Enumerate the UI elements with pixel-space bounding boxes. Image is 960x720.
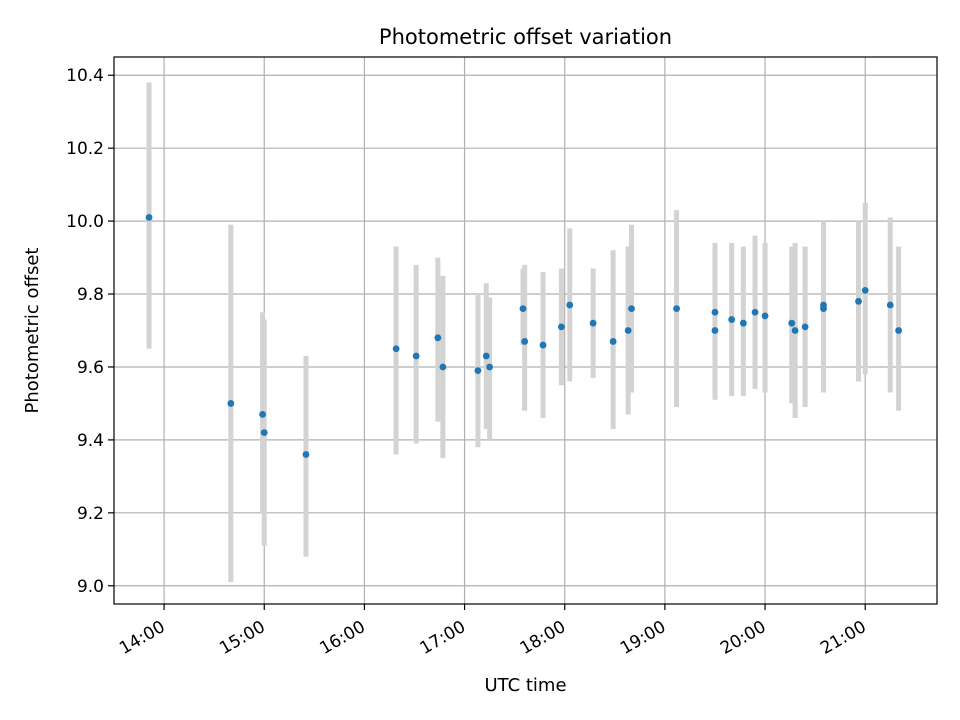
y-tick-label: 9.0 bbox=[77, 577, 104, 597]
data-point bbox=[711, 327, 719, 334]
data-point bbox=[434, 334, 442, 342]
y-tick-label: 9.8 bbox=[77, 285, 104, 305]
x-axis-title: UTC time bbox=[484, 675, 566, 696]
data-point bbox=[751, 308, 759, 316]
data-point bbox=[739, 319, 747, 327]
data-point bbox=[791, 327, 799, 334]
y-tick-label: 9.4 bbox=[77, 431, 104, 451]
grid bbox=[114, 57, 937, 604]
data-point bbox=[673, 305, 680, 313]
chart-title: Photometric offset variation bbox=[379, 25, 672, 49]
data-point bbox=[392, 345, 400, 353]
data-point bbox=[486, 363, 494, 371]
data-point bbox=[761, 312, 769, 320]
data-point bbox=[482, 352, 490, 360]
data-point bbox=[302, 451, 310, 458]
data-point bbox=[589, 319, 597, 327]
y-tick-label: 10.4 bbox=[66, 66, 104, 86]
data-point bbox=[820, 301, 827, 309]
data-point bbox=[145, 214, 153, 221]
data-point bbox=[539, 341, 547, 349]
y-tick-label: 9.2 bbox=[77, 504, 104, 524]
data-point bbox=[861, 286, 869, 294]
data-point bbox=[439, 363, 447, 371]
data-point bbox=[259, 410, 266, 418]
data-point bbox=[855, 297, 862, 305]
data-point bbox=[628, 305, 635, 313]
y-axis-ticks: 9.0 9.2 9.4 9.6 9.8 10.0 10.2 10.4 bbox=[66, 66, 114, 597]
data-points bbox=[145, 214, 903, 458]
data-point bbox=[521, 338, 529, 345]
data-point bbox=[886, 301, 894, 309]
data-point bbox=[519, 305, 527, 313]
data-point bbox=[227, 400, 235, 407]
y-tick-label: 9.6 bbox=[77, 358, 104, 378]
y-tick-label: 10.2 bbox=[66, 139, 104, 159]
data-point bbox=[566, 301, 574, 309]
data-point bbox=[609, 338, 617, 345]
data-point bbox=[788, 319, 796, 327]
data-point bbox=[624, 327, 632, 334]
data-point bbox=[474, 367, 482, 375]
data-point bbox=[895, 327, 903, 334]
data-point bbox=[728, 316, 736, 323]
plot-frame bbox=[113, 56, 938, 605]
data-point bbox=[260, 429, 268, 437]
y-tick-label: 10.0 bbox=[66, 212, 104, 232]
data-point bbox=[801, 323, 809, 331]
data-point bbox=[412, 352, 420, 360]
y-axis-title: Photometric offset bbox=[22, 248, 43, 414]
data-point bbox=[711, 308, 719, 316]
data-point bbox=[557, 323, 565, 331]
